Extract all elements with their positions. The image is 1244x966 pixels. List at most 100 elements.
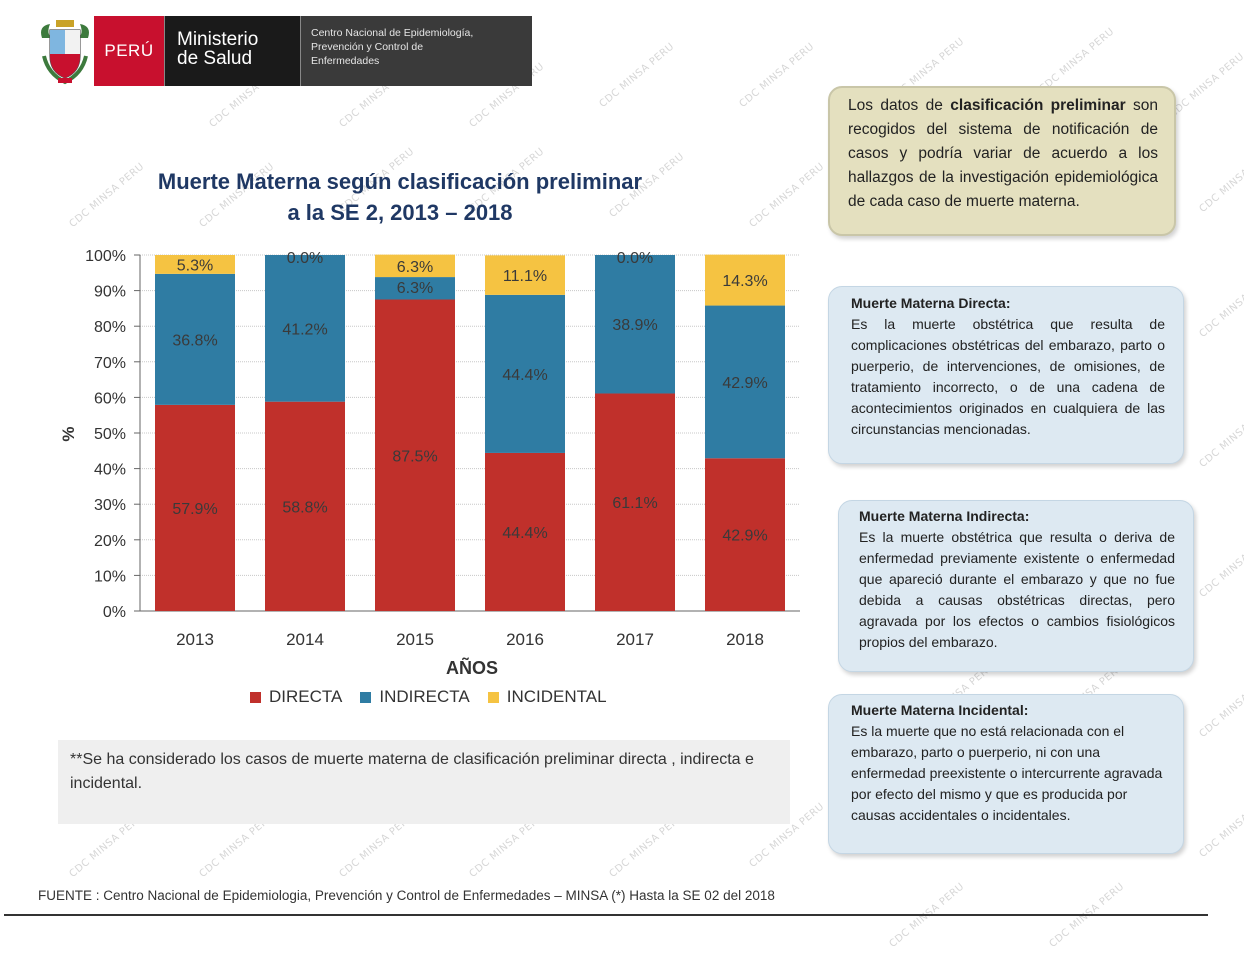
info-directa-body: Es la muerte obstétrica que resulta de c…	[851, 316, 1165, 437]
y-tick-label: 90%	[94, 284, 126, 301]
bar-directa-2017	[595, 393, 675, 611]
data-label-directa-2014: 58.8%	[282, 499, 327, 516]
y-tick-label: 0%	[103, 604, 126, 621]
data-label-incidental-2018: 14.3%	[722, 273, 767, 290]
y-tick-label: 100%	[85, 248, 126, 265]
info-preliminary-prefix: Los datos de	[848, 97, 951, 114]
x-tick-label: 2014	[286, 630, 324, 649]
center-line-2: Prevención y Control de	[311, 41, 424, 53]
note-text: **Se ha considerado los casos de muerte …	[70, 751, 754, 792]
x-tick-label: 2018	[726, 630, 764, 649]
info-directa-heading: Muerte Materna Directa:	[851, 295, 1011, 311]
watermark-text: CDC MINSA PERU	[1037, 26, 1117, 95]
data-label-directa-2018: 42.9%	[722, 528, 767, 545]
bar-indirecta-2016	[485, 294, 565, 453]
coat-of-arms-icon	[36, 16, 94, 86]
bar-directa-2016	[485, 452, 565, 611]
source-footnote: FUENTE : Centro Nacional de Epidemiologi…	[38, 888, 775, 903]
stacked-bar-chart: 0% 10% 20% 30% 40% 50% 60% 70% 80% 90% 100%% 57.9% 3…	[59, 248, 800, 678]
info-box-indirecta: Muerte Materna Indirecta: Es la muerte o…	[838, 500, 1194, 672]
bar-directa-2015	[375, 299, 455, 611]
info-incidental-heading: Muerte Materna Incidental:	[851, 702, 1029, 718]
info-incidental-body: Es la muerte que no está relacionada con…	[851, 723, 1163, 823]
chart-title-line-1: Muerte Materna según clasificación preli…	[157, 169, 643, 194]
info-box-incidental: Muerte Materna Incidental: Es la muerte …	[828, 694, 1184, 854]
legend-label: DIRECTA	[269, 687, 343, 706]
watermark-text: CDC MINSA PERU	[1197, 791, 1244, 860]
y-tick-label: 70%	[94, 355, 126, 372]
y-axis-label: %	[59, 426, 78, 441]
info-preliminary-suffix: son recogidos del sistema de notificació…	[848, 97, 1158, 210]
header: PERÚ Ministerio de Salud Centro Nacional…	[36, 16, 532, 86]
x-tick-label: 2017	[616, 630, 654, 649]
chart-legend: DIRECTA INDIRECTA INCIDENTAL	[250, 687, 625, 707]
data-label-incidental-2013: 5.3%	[177, 257, 213, 274]
legend-label: INCIDENTAL	[506, 687, 607, 706]
y-tick-label: 40%	[94, 462, 126, 479]
watermark-text: CDC MINSA PERU	[1167, 51, 1244, 120]
chart-title-line-2: a la SE 2, 2013 – 2018	[287, 200, 513, 225]
legend-swatch	[250, 691, 261, 703]
data-label-directa-2016: 44.4%	[502, 525, 547, 542]
legend-swatch	[487, 691, 499, 703]
data-label-indirecta-2015: 6.3%	[397, 280, 433, 297]
info-preliminary-bold: clasificación preliminar	[950, 97, 1126, 114]
watermark-text: CDC MINSA PERU	[1197, 146, 1244, 215]
data-label-indirecta-2013: 36.8%	[172, 332, 217, 349]
footer-divider	[4, 914, 1208, 916]
y-tick-label: 10%	[94, 568, 126, 585]
data-label-indirecta-2016: 44.4%	[502, 367, 547, 384]
x-tick-label: 2015	[396, 630, 434, 649]
note-box: **Se ha considerado los casos de muerte …	[58, 740, 790, 824]
info-box-directa: Muerte Materna Directa: Es la muerte obs…	[828, 286, 1184, 464]
data-label-directa-2015: 87.5%	[392, 448, 437, 465]
center-line-3: Enfermedades	[311, 55, 380, 67]
data-label-incidental-2016: 11.1%	[503, 268, 547, 285]
data-label-directa-2013: 57.9%	[172, 501, 217, 518]
y-tick-label: 80%	[94, 319, 126, 336]
y-tick-label: 30%	[94, 497, 126, 514]
data-label-indirecta-2018: 42.9%	[722, 375, 767, 392]
y-tick-label: 60%	[94, 390, 126, 407]
y-tick-label: 50%	[94, 426, 126, 443]
data-label-incidental-2014: 0.0%	[287, 250, 323, 267]
bar-directa-2013	[155, 404, 235, 611]
info-indirecta-heading: Muerte Materna Indirecta:	[859, 508, 1030, 524]
data-label-indirecta-2017: 38.9%	[612, 317, 657, 334]
center-label: Centro Nacional de Epidemiología, Preven…	[300, 16, 532, 86]
x-axis-label: AÑOS	[446, 657, 498, 678]
center-line-1: Centro Nacional de Epidemiología,	[311, 27, 474, 39]
info-box-preliminary: Los datos de clasificación preliminar so…	[828, 86, 1176, 236]
legend-label: INDIRECTA	[379, 687, 470, 706]
legend-swatch	[360, 691, 372, 703]
ministry-label: Ministerio de Salud	[164, 16, 300, 86]
legend-item-incidental: INCIDENTAL	[487, 687, 607, 707]
legend-item-indirecta: INDIRECTA	[360, 687, 470, 707]
info-indirecta-body: Es la muerte obstétrica que resulta o de…	[859, 529, 1175, 650]
peru-label: PERÚ	[94, 16, 164, 86]
watermark-text: CDC MINSA PERU	[1197, 401, 1244, 470]
bar-incidental-2018	[705, 254, 785, 306]
bar-incidental-2016	[485, 255, 565, 295]
bar-directa-2014	[265, 401, 345, 611]
ministry-line-2: de Salud	[177, 48, 253, 69]
data-label-indirecta-2014: 41.2%	[282, 321, 327, 338]
x-tick-label: 2013	[176, 630, 214, 649]
bar-incidental-2013	[155, 255, 235, 274]
bar-indirecta-2014	[265, 255, 345, 402]
bar-indirecta-2013	[155, 273, 235, 405]
data-label-directa-2017: 61.1%	[612, 495, 657, 512]
watermark-text: CDC MINSA PERU	[1197, 271, 1244, 340]
x-tick-label: 2016	[506, 630, 544, 649]
legend-item-directa: DIRECTA	[250, 687, 342, 707]
watermark-text: CDC MINSA PERU	[1197, 671, 1244, 740]
watermark-text: CDC MINSA PERU	[1197, 531, 1244, 600]
data-label-incidental-2015: 6.3%	[397, 259, 433, 276]
ministry-line-1: Ministerio	[177, 29, 259, 50]
data-label-incidental-2017: 0.0%	[617, 250, 653, 267]
bar-indirecta-2018	[705, 305, 785, 459]
bar-indirecta-2017	[595, 255, 675, 394]
bar-indirecta-2015	[375, 277, 455, 300]
y-tick-label: 20%	[94, 533, 126, 550]
chart-title: Muerte Materna según clasificación preli…	[130, 166, 670, 228]
